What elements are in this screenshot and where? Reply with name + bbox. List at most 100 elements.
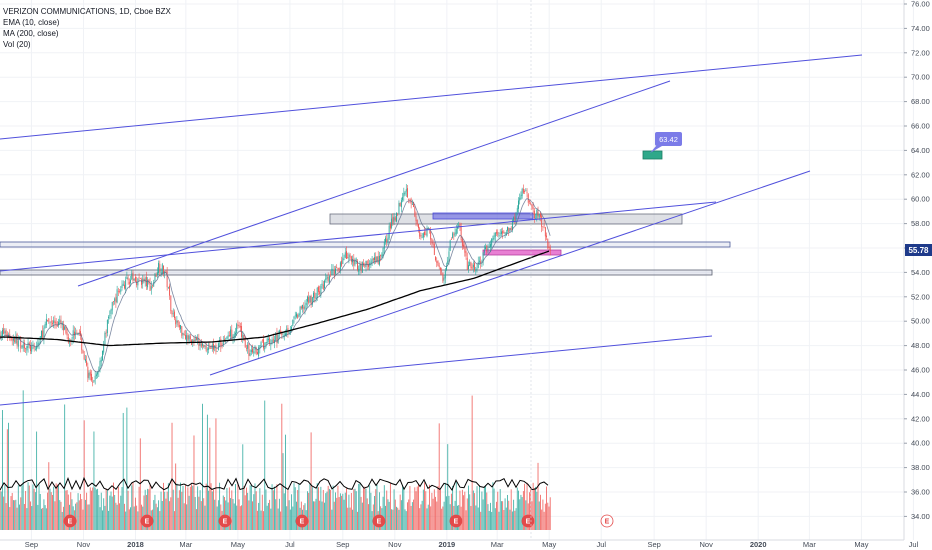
support-zone-pink[interactable] [482,249,562,256]
legend-ema[interactable]: EMA (10, close) [3,18,60,27]
candle-body [464,246,466,253]
candle-body [97,372,99,375]
channel-upper-line[interactable] [77,80,671,287]
price-tick-label: 38.00 [911,463,930,472]
candle-body [80,331,81,336]
candle-body [278,330,280,334]
volume-bar [100,492,102,530]
volume-bar [98,494,100,530]
candle-body [84,359,86,362]
time-tick-label: Mar [179,540,192,549]
candle-body [186,335,188,342]
candle-body [479,260,480,262]
candle-body [88,372,90,379]
volume-bar [102,510,103,530]
candle-body [304,305,306,311]
volume-bar [209,427,211,530]
horizontal-zone-mid[interactable] [0,241,731,248]
candle-body [73,331,75,336]
volume-bar [247,492,249,530]
trend-line-top[interactable] [0,54,863,140]
candle-body [49,322,51,324]
volume-bar [252,501,253,530]
candle-body [258,347,260,357]
candle-body [463,244,465,247]
volume-bar [208,490,210,530]
volume-bar [296,501,297,530]
legend-vol[interactable]: Vol (20) [3,40,31,49]
price-tick-label: 70.00 [911,73,930,82]
candle-body [424,231,426,235]
earnings-marker-label: E [377,519,382,526]
volume-bar [82,509,84,530]
price-tick-label: 58.00 [911,219,930,228]
candle-body [93,380,95,382]
volume-bar [521,497,523,530]
candle-body [203,344,205,347]
candle-body [95,374,97,376]
volume-bar [149,483,151,530]
volume-bar [195,509,197,530]
candle-body [34,349,36,351]
candle-body [293,316,295,319]
candle-body [226,336,228,340]
trend-line-mid[interactable] [0,201,717,272]
candle-body [549,246,551,251]
candle-body [460,226,462,241]
time-axis[interactable]: Sep Nov 2018 Mar May Jul Sep Nov 2019 Mar May Jul Se… [0,539,919,549]
volume-bar [116,504,118,530]
volume-bar [433,489,435,530]
volume-bar [120,495,122,530]
candle-body [511,220,513,230]
volume-bar [330,489,332,530]
volume-bar [133,506,135,530]
volume-bar [184,484,186,530]
time-tick-label: May [542,540,556,549]
volume-bar [138,486,140,530]
ema-line [0,197,551,373]
candle-body [436,260,438,263]
volume-bar [248,500,250,530]
candle-body [398,203,400,214]
candle-body [208,347,210,350]
candle-body [182,332,184,335]
volume-bar [45,508,47,530]
candle-body [250,349,252,353]
horizontal-zone-low[interactable] [0,269,713,276]
trend-line-bottom[interactable] [0,335,713,406]
candle-body [59,319,61,323]
candle-body [524,191,526,192]
volume-bar [264,400,266,530]
candle-body [165,270,167,272]
candle-body [531,204,533,208]
candle-body [541,215,543,227]
resistance-zone-upper[interactable] [432,212,534,220]
volume-bar [254,483,256,530]
volume-bar [293,483,295,530]
trend-lines[interactable]: 63.42 [0,54,863,406]
candle-body [522,188,524,193]
candle-body [277,335,279,343]
channel-lower-line[interactable] [209,170,811,376]
drawing-objects[interactable] [0,212,731,276]
legend-symbol[interactable]: VERIZON COMMUNICATIONS, 1D, Cboe BZX [3,7,171,16]
volume-bar [508,500,510,530]
candle-body [319,291,321,295]
candle-body [516,208,518,213]
volume-bar [322,489,324,530]
volume-bar [253,494,255,530]
candle-body [32,344,34,345]
candle-body [206,349,208,351]
price-callout[interactable]: 63.42 [642,132,682,160]
volume-bar [48,462,50,530]
volume-bar [211,491,213,530]
volume-bar [134,497,136,530]
legend-ma[interactable]: MA (200, close) [3,29,59,38]
price-axis[interactable]: 76.00 74.00 72.00 70.00 68.00 66.00 64.00 62.00… [903,0,930,540]
volume-bar [326,491,328,530]
price-tick-label: 60.00 [911,195,930,204]
earnings-marker-label: E [145,519,150,526]
volume-bar [44,505,46,530]
candle-body [94,375,96,380]
